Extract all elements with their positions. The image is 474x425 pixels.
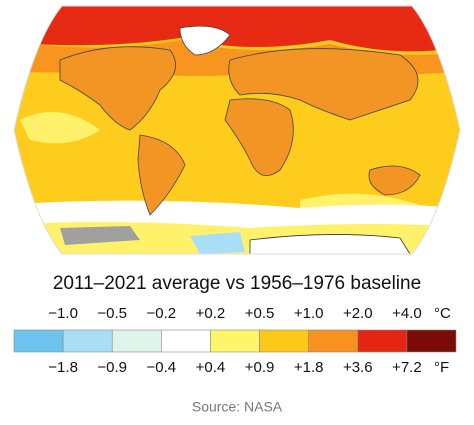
legend-label: +3.6: [343, 359, 373, 376]
legend-label: +0.9: [245, 359, 275, 376]
legend-swatch: [259, 329, 309, 353]
legend-swatch: [406, 329, 457, 353]
legend-title: 2011–2021 average vs 1956–1976 baseline: [53, 273, 421, 294]
legend-label: +0.4: [196, 359, 226, 376]
map: [14, 6, 460, 254]
legend-label: −1.8: [48, 359, 78, 376]
legend-label: −0.9: [97, 359, 127, 376]
map-outline: [13, 5, 461, 255]
legend-label: +0.2: [196, 305, 226, 322]
legend-swatch: [357, 329, 408, 353]
legend-label: −0.2: [147, 305, 177, 322]
legend-swatch: [161, 329, 211, 353]
legend-swatch: [62, 329, 113, 353]
legend-label: +2.0: [343, 305, 373, 322]
legend-unit: °C: [434, 305, 451, 322]
legend-label: +4.0: [392, 305, 422, 322]
source: Source: NASA: [192, 399, 283, 415]
legend-label: −0.4: [147, 359, 177, 376]
legend-label: +1.8: [294, 359, 324, 376]
legend-swatch: [13, 329, 64, 353]
legend-label: +1.0: [294, 305, 324, 322]
legend-label: +0.5: [245, 305, 275, 322]
legend-swatch: [210, 329, 260, 353]
legend-unit: °F: [434, 359, 449, 376]
legend-label: −0.5: [97, 305, 127, 322]
legend-swatch: [308, 329, 359, 353]
legend-swatch: [111, 329, 162, 353]
legend-label: +7.2: [392, 359, 422, 376]
legend-label: −1.0: [48, 305, 78, 322]
